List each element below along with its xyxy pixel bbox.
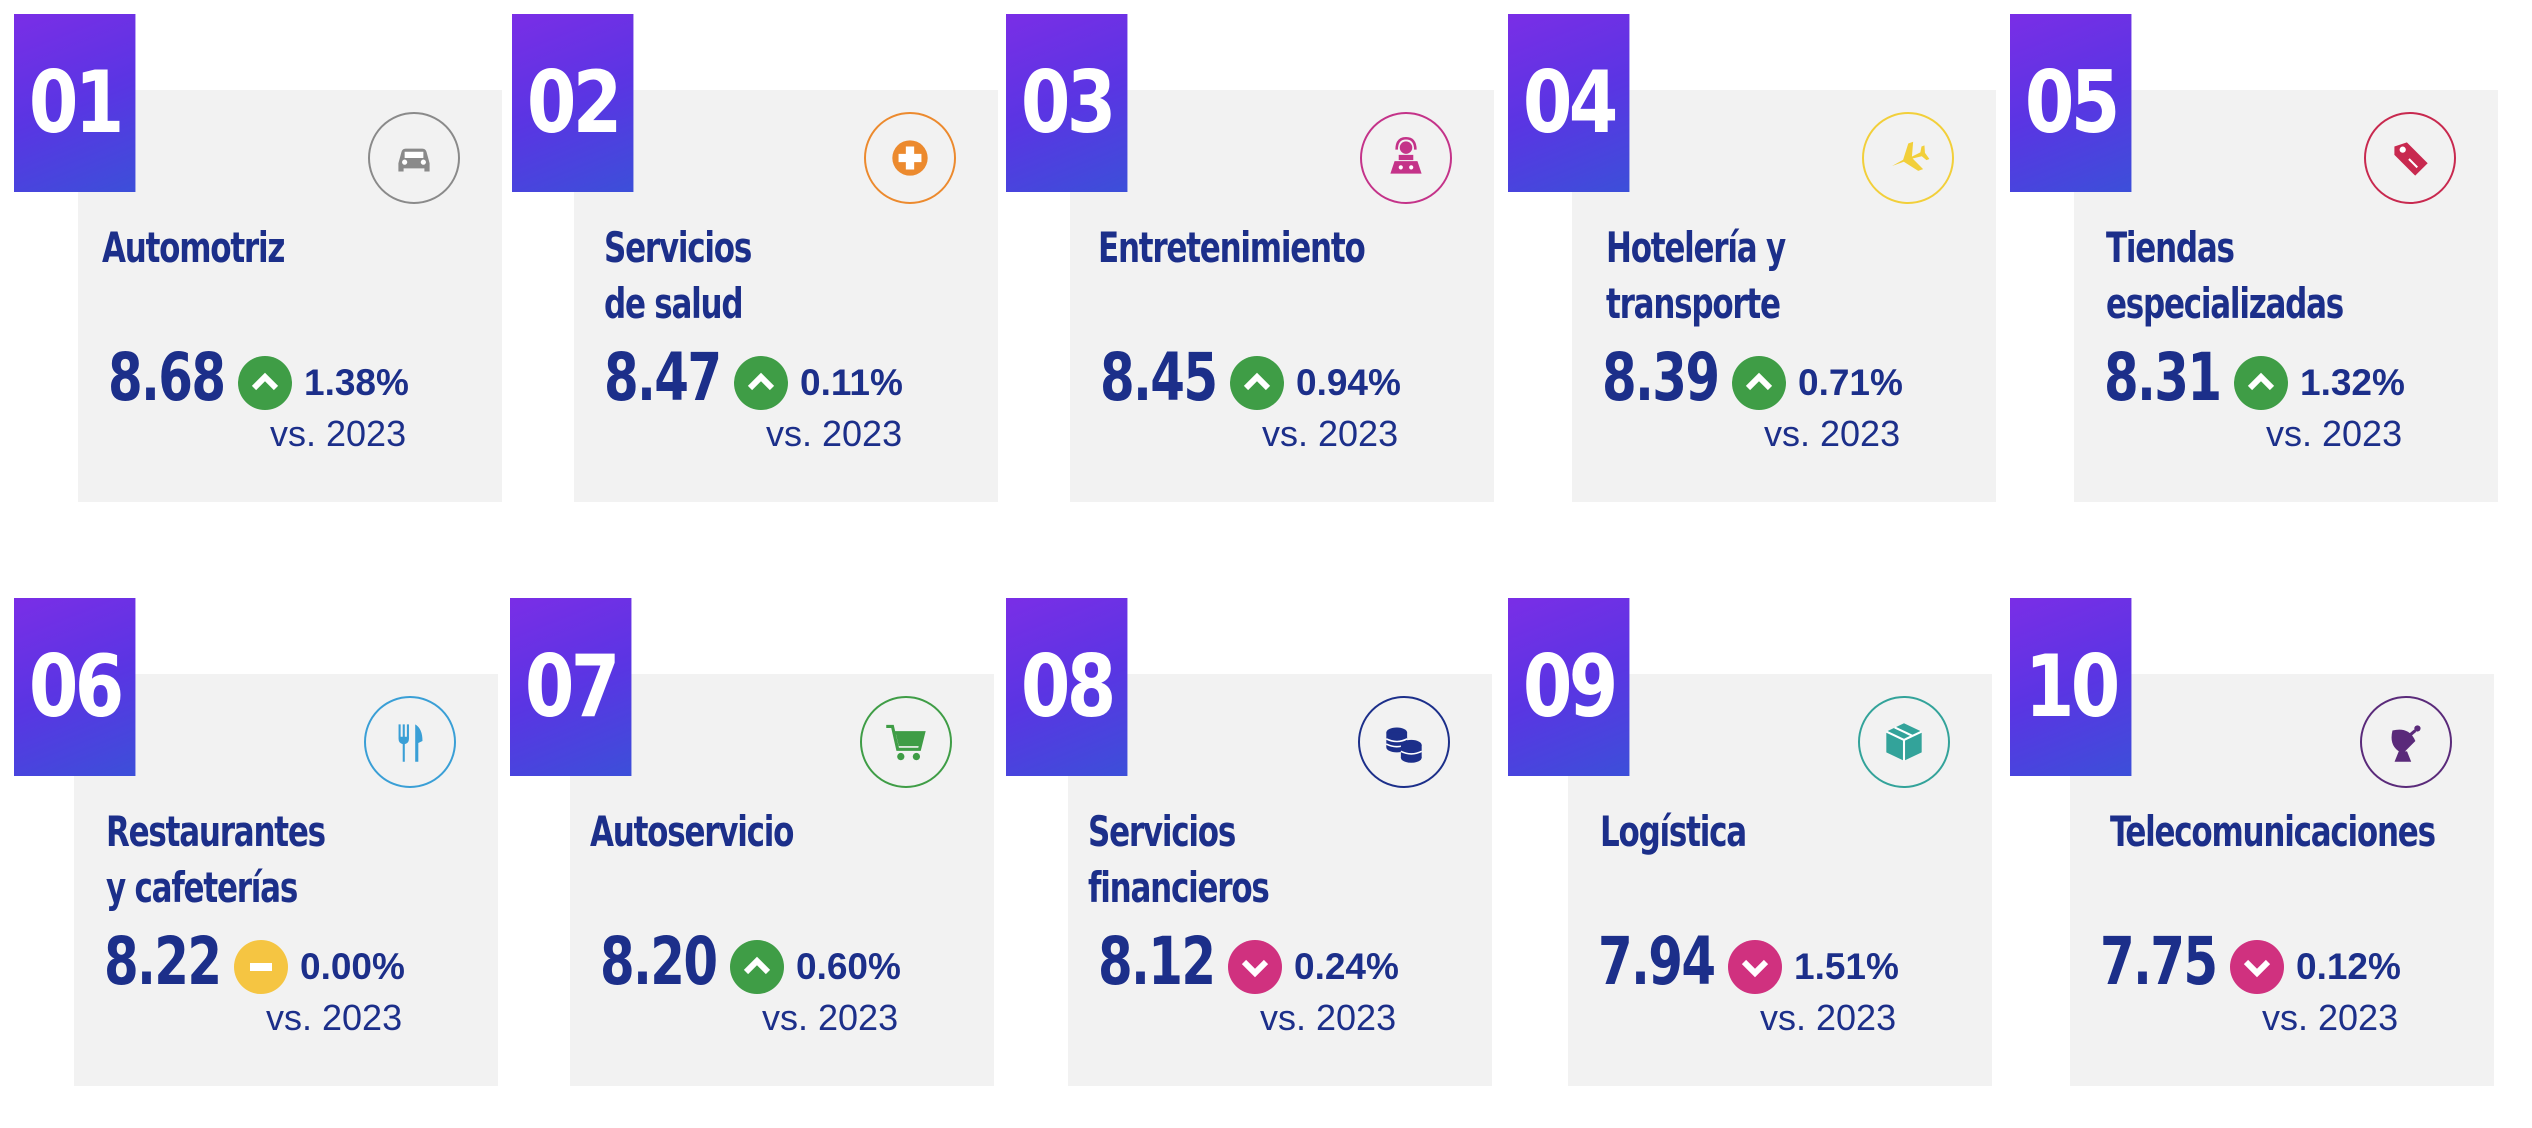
category-name: Entretenimiento	[1098, 220, 1418, 276]
comparison-label: vs. 2023	[270, 413, 407, 454]
category-name-line: Telecomunicaciones	[2110, 807, 2436, 856]
satisfaction-score: 8.39	[1602, 339, 1720, 416]
satellite-dish-icon	[2360, 696, 2452, 788]
category-name: Telecomunicaciones	[2110, 804, 2436, 860]
category-name: Automotriz	[102, 220, 422, 276]
trend-down-icon	[1228, 940, 1282, 994]
comparison-label: vs. 2023	[1260, 997, 1397, 1038]
comparison-label: vs. 2023	[1262, 413, 1399, 454]
category-card: Telecomunicaciones 7.75 0.12% vs. 2023	[2070, 674, 2494, 1086]
category-name-line: Entretenimiento	[1098, 223, 1366, 272]
satisfaction-score: 7.75	[2100, 923, 2218, 1000]
package-icon	[1858, 696, 1950, 788]
satisfaction-score: 8.47	[604, 339, 722, 416]
category-card: Hotelería y transporte 8.39 0.71% vs. 2023	[1572, 90, 1996, 502]
category-name-line: Autoservicio	[590, 807, 794, 856]
comparison-label: vs. 2023	[2266, 413, 2403, 454]
satisfaction-score: 8.22	[104, 923, 222, 1000]
trend-up-icon	[730, 940, 784, 994]
trend-down-icon	[2230, 940, 2284, 994]
rank-badge: 10	[2010, 598, 2132, 776]
satisfaction-score: 8.68	[108, 339, 226, 416]
trend-up-icon	[238, 356, 292, 410]
percent-change: 0.11%	[800, 362, 903, 403]
percent-change: 0.00%	[300, 946, 405, 987]
category-name: Tiendas especializadas	[2106, 220, 2426, 332]
category-name: Autoservicio	[590, 804, 910, 860]
rank-badge: 03	[1006, 14, 1128, 192]
category-name-line: Servicios	[604, 223, 752, 272]
category-name: Servicios de salud	[604, 220, 924, 332]
percent-change: 0.12%	[2296, 946, 2401, 987]
category-card: Servicios de salud 8.47 0.11% vs. 2023	[574, 90, 998, 502]
category-card: Restaurantes y cafeterías 8.22 0.00% vs. 202…	[74, 674, 498, 1086]
category-name-line: Automotriz	[102, 223, 285, 272]
category-name: Hotelería y transporte	[1606, 220, 1926, 332]
category-name: Restaurantes y cafeterías	[106, 804, 426, 916]
category-card: Tiendas especializadas 8.31 1.32% vs. 2023	[2074, 90, 2498, 502]
category-name: Servicios financieros	[1088, 804, 1408, 916]
price-tag-icon	[2364, 112, 2456, 204]
shopping-cart-icon	[860, 696, 952, 788]
comparison-label: vs. 2023	[2262, 997, 2399, 1038]
category-name-line: Tiendas	[2106, 223, 2235, 272]
category-name-line: de salud	[604, 279, 744, 328]
comparison-label: vs. 2023	[766, 413, 903, 454]
percent-change: 0.60%	[796, 946, 901, 987]
satisfaction-score: 8.12	[1098, 923, 1216, 1000]
category-card: Servicios financieros 8.12 0.24% vs. 2023	[1068, 674, 1492, 1086]
comparison-label: vs. 2023	[1764, 413, 1901, 454]
category-card: Entretenimiento 8.45 0.94% vs. 2023	[1070, 90, 1494, 502]
percent-change: 0.94%	[1296, 362, 1401, 403]
category-card: Automotriz 8.68 1.38% vs. 2023	[78, 90, 502, 502]
category-card: Autoservicio 8.20 0.60% vs. 2023	[570, 674, 994, 1086]
category-name-line: y cafeterías	[106, 863, 298, 912]
satisfaction-score: 8.31	[2104, 339, 2222, 416]
rank-badge: 07	[510, 598, 632, 776]
category-card: Logística 7.94 1.51% vs. 2023	[1568, 674, 1992, 1086]
percent-change: 1.32%	[2300, 362, 2405, 403]
rank-badge: 01	[14, 14, 136, 192]
category-name-line: transporte	[1606, 279, 1781, 328]
percent-change: 1.38%	[304, 362, 409, 403]
comparison-label: vs. 2023	[266, 997, 403, 1038]
fork-knife-icon	[364, 696, 456, 788]
car-icon	[368, 112, 460, 204]
trend-up-icon	[2234, 356, 2288, 410]
category-name-line: Restaurantes	[106, 807, 326, 856]
rank-badge: 02	[512, 14, 634, 192]
comparison-label: vs. 2023	[762, 997, 899, 1038]
entertainment-icon	[1360, 112, 1452, 204]
satisfaction-score: 8.20	[600, 923, 718, 1000]
percent-change: 1.51%	[1794, 946, 1899, 987]
rank-badge: 08	[1006, 598, 1128, 776]
airplane-icon	[1862, 112, 1954, 204]
category-name-line: Hotelería y	[1606, 223, 1786, 272]
percent-change: 0.24%	[1294, 946, 1399, 987]
trend-up-icon	[1230, 356, 1284, 410]
rank-badge: 09	[1508, 598, 1630, 776]
trend-up-icon	[734, 356, 788, 410]
trend-up-icon	[1732, 356, 1786, 410]
rank-badge: 06	[14, 598, 136, 776]
comparison-label: vs. 2023	[1760, 997, 1897, 1038]
satisfaction-score: 7.94	[1598, 923, 1716, 1000]
category-name: Logística	[1600, 804, 1920, 860]
trend-down-icon	[1728, 940, 1782, 994]
medical-cross-icon	[864, 112, 956, 204]
coins-icon	[1358, 696, 1450, 788]
rank-badge: 05	[2010, 14, 2132, 192]
trend-flat-icon	[234, 940, 288, 994]
category-name-line: especializadas	[2106, 279, 2344, 328]
percent-change: 0.71%	[1798, 362, 1903, 403]
category-name-line: Logística	[1600, 807, 1747, 856]
category-name-line: financieros	[1088, 863, 1270, 912]
category-name-line: Servicios	[1088, 807, 1236, 856]
satisfaction-score: 8.45	[1100, 339, 1218, 416]
rank-badge: 04	[1508, 14, 1630, 192]
